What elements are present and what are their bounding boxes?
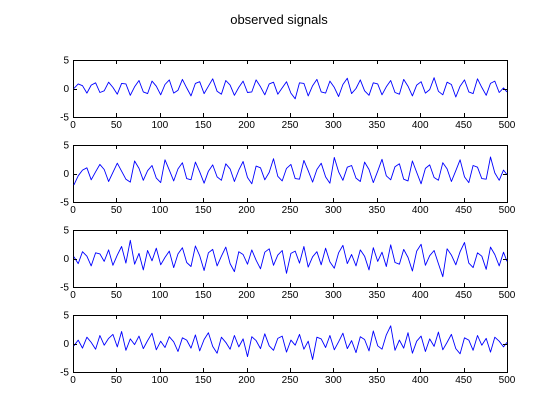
x-tick-label: 0 xyxy=(70,375,76,386)
x-tick-label: 250 xyxy=(282,375,299,386)
x-tick-label: 350 xyxy=(368,205,385,216)
y-tick-label: 5 xyxy=(63,141,69,152)
x-tick-label: 200 xyxy=(238,290,255,301)
y-tick-label: -5 xyxy=(60,113,69,124)
y-tick-label: 0 xyxy=(63,84,69,95)
x-tick-label: 150 xyxy=(195,120,212,131)
x-tick-label: 100 xyxy=(151,120,168,131)
y-tick-label: -5 xyxy=(60,368,69,379)
x-tick-label: 400 xyxy=(412,205,429,216)
x-tick-label: 100 xyxy=(151,290,168,301)
x-tick-label: 250 xyxy=(282,120,299,131)
x-tick-label: 50 xyxy=(111,120,123,131)
x-tick-label: 450 xyxy=(455,120,472,131)
x-tick-label: 250 xyxy=(282,205,299,216)
subplot-3: 0 50 100 150 200 250 300 350 400 450 500-505 xyxy=(60,226,516,302)
signal-line-2 xyxy=(73,156,508,186)
signal-line-4 xyxy=(73,325,508,360)
x-tick-label: 150 xyxy=(195,290,212,301)
x-tick-label: 250 xyxy=(282,290,299,301)
x-tick-label: 500 xyxy=(499,290,516,301)
x-tick-label: 50 xyxy=(111,290,123,301)
x-tick-label: 400 xyxy=(412,375,429,386)
x-tick-label: 50 xyxy=(111,205,123,216)
y-tick-label: 0 xyxy=(63,169,69,180)
x-tick-label: 300 xyxy=(325,120,342,131)
subplot-2: 0 50 100 150 200 250 300 350 400 450 500-505 xyxy=(60,141,516,217)
axes-frame xyxy=(73,230,508,288)
x-tick-label: 450 xyxy=(455,375,472,386)
x-tick-label: 500 xyxy=(499,375,516,386)
x-tick-label: 300 xyxy=(325,290,342,301)
x-tick-label: 500 xyxy=(499,120,516,131)
x-tick-label: 300 xyxy=(325,375,342,386)
subplot-4: 0 50 100 150 200 250 300 350 400 450 500-505 xyxy=(60,311,516,387)
y-tick-label: 0 xyxy=(63,339,69,350)
axes-frame xyxy=(73,60,508,118)
axes-frame xyxy=(73,315,508,373)
x-tick-label: 0 xyxy=(70,120,76,131)
x-tick-label: 400 xyxy=(412,290,429,301)
signal-line-1 xyxy=(73,77,508,100)
x-tick-label: 500 xyxy=(499,205,516,216)
x-tick-label: 200 xyxy=(238,205,255,216)
figure-title: observed signals xyxy=(230,12,328,27)
x-tick-label: 100 xyxy=(151,205,168,216)
x-tick-label: 150 xyxy=(195,375,212,386)
y-tick-label: -5 xyxy=(60,198,69,209)
x-tick-label: 200 xyxy=(238,120,255,131)
x-tick-label: 150 xyxy=(195,205,212,216)
y-tick-label: 5 xyxy=(63,56,69,67)
x-tick-label: 0 xyxy=(70,290,76,301)
x-tick-label: 350 xyxy=(368,290,385,301)
x-tick-label: 350 xyxy=(368,120,385,131)
y-tick-label: 0 xyxy=(63,254,69,265)
x-tick-label: 450 xyxy=(455,290,472,301)
subplot-1: 0 50 100 150 200 250 300 350 400 450 500-505 xyxy=(60,56,516,132)
y-tick-label: -5 xyxy=(60,283,69,294)
x-tick-label: 450 xyxy=(455,205,472,216)
x-tick-label: 400 xyxy=(412,120,429,131)
x-tick-label: 50 xyxy=(111,375,123,386)
y-tick-label: 5 xyxy=(63,226,69,237)
x-tick-label: 100 xyxy=(151,375,168,386)
x-tick-label: 300 xyxy=(325,205,342,216)
signal-line-3 xyxy=(73,239,508,278)
axes-frame xyxy=(73,145,508,203)
x-tick-label: 0 xyxy=(70,205,76,216)
x-tick-label: 350 xyxy=(368,375,385,386)
y-tick-label: 5 xyxy=(63,311,69,322)
x-tick-label: 200 xyxy=(238,375,255,386)
